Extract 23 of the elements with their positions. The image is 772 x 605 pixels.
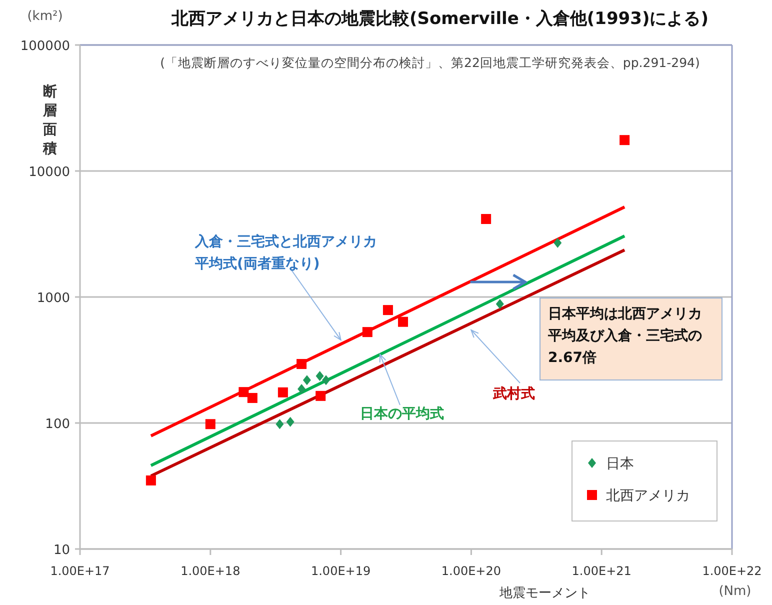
y-tick-label: 10000 xyxy=(28,165,70,180)
text: (「地震断層のすべり変位量の空間分布の検討」、第22回地震工学研究発表会、pp.291-294) xyxy=(160,55,700,70)
y-tick-label: 10 xyxy=(53,543,70,558)
annotation: 日本の平均式 xyxy=(360,406,444,422)
annotation: 入倉・三宅式と北西アメリカ平均式(両者重なり) xyxy=(194,233,377,272)
legend-label: 日本 xyxy=(606,456,634,472)
x-tick-label: 1.00E+20 xyxy=(441,564,502,578)
annotation: 武村式 xyxy=(492,386,535,402)
y-tick-label: 100000 xyxy=(20,39,70,54)
y-axis-title: 断層面積 xyxy=(42,84,57,157)
y-tick-label: 1000 xyxy=(36,291,70,306)
annotation: 日本平均は北西アメリカ平均及び入倉・三宅式の2.67倍 xyxy=(547,306,702,366)
x-tick-label: 1.00E+17 xyxy=(50,564,110,578)
x-axis-title: 地震モーメント xyxy=(498,586,590,601)
x-tick-label: 1.00E+21 xyxy=(572,564,632,578)
x-tick-label: 1.00E+18 xyxy=(180,564,240,578)
text: (km²) xyxy=(27,9,63,24)
text: (Nm) xyxy=(718,584,752,599)
x-tick-label: 1.00E+22 xyxy=(702,564,762,578)
y-tick-label: 100 xyxy=(45,417,70,432)
chart-title: 北西アメリカと日本の地震比較(Somerville・入倉他(1993)による) xyxy=(170,9,709,29)
x-tick-label: 1.00E+19 xyxy=(310,564,371,578)
legend-label: 北西アメリカ xyxy=(606,488,690,504)
